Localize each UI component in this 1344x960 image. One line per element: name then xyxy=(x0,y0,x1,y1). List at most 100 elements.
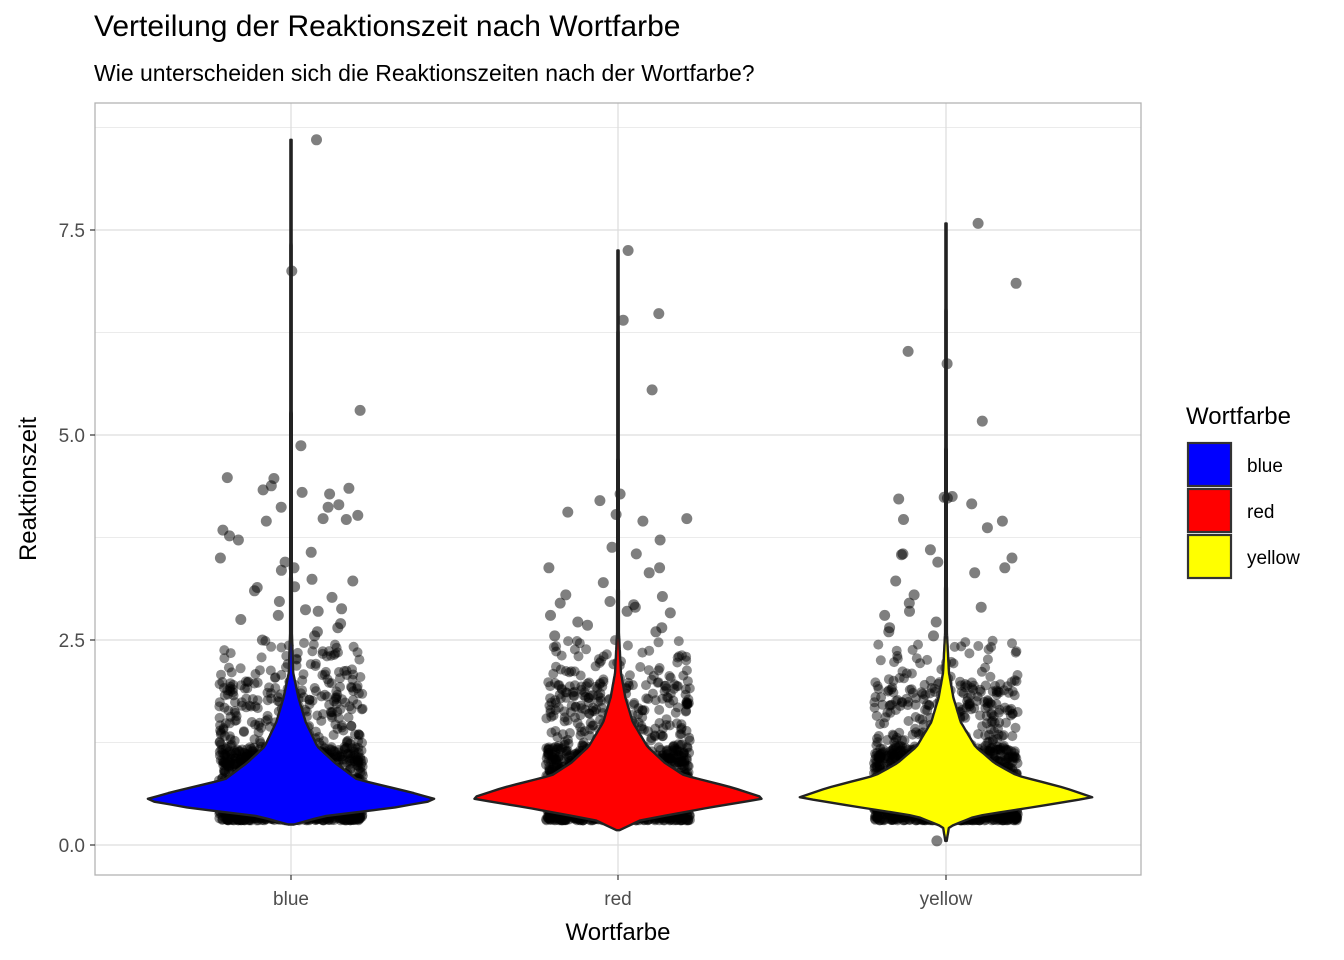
jitter-point xyxy=(681,697,692,708)
jitter-point xyxy=(560,815,571,826)
jitter-point xyxy=(326,742,337,753)
jitter-point xyxy=(565,707,576,718)
jitter-point xyxy=(911,653,922,664)
jitter-point xyxy=(638,724,649,735)
jitter-point xyxy=(562,715,573,726)
jitter-point xyxy=(922,705,933,716)
jitter-point xyxy=(350,742,361,753)
jitter-point xyxy=(262,710,273,721)
jitter-point xyxy=(214,679,225,690)
jitter-point xyxy=(244,814,255,825)
jitter-point xyxy=(543,748,554,759)
jitter-point xyxy=(222,814,233,825)
jitter-point xyxy=(677,739,688,750)
jitter-point xyxy=(682,815,693,826)
jitter-point xyxy=(262,714,273,725)
jitter-point xyxy=(678,761,689,772)
jitter-point xyxy=(222,685,233,696)
jitter-point xyxy=(344,756,355,766)
jitter-point xyxy=(679,760,690,771)
jitter-point xyxy=(595,678,606,689)
jitter-point xyxy=(547,754,558,765)
jitter-point xyxy=(988,734,999,745)
jitter-point xyxy=(235,754,246,765)
jitter-point xyxy=(542,749,553,760)
jitter-point xyxy=(544,813,554,824)
jitter-point xyxy=(217,810,228,821)
outlier-point xyxy=(924,544,936,556)
jitter-point xyxy=(999,815,1009,826)
jitter-point xyxy=(949,641,960,652)
jitter-point xyxy=(1009,675,1020,686)
jitter-point xyxy=(223,815,234,826)
jitter-point xyxy=(883,674,894,685)
jitter-point xyxy=(622,640,633,651)
jitter-point xyxy=(335,704,346,715)
jitter-point xyxy=(886,684,897,695)
jitter-point xyxy=(675,739,686,750)
jitter-point xyxy=(668,740,679,751)
outlier-point xyxy=(975,601,987,613)
jitter-point xyxy=(673,636,684,647)
jitter-point xyxy=(222,814,233,825)
x-tick-label: blue xyxy=(273,889,309,910)
jitter-point xyxy=(330,752,341,762)
jitter-point xyxy=(591,704,602,715)
jitter-point xyxy=(672,746,683,757)
jitter-point xyxy=(253,720,264,731)
jitter-point xyxy=(581,681,592,692)
jitter-point xyxy=(252,695,263,706)
jitter-point xyxy=(543,677,554,688)
jitter-point xyxy=(550,678,560,688)
jitter-point xyxy=(548,752,559,763)
jitter-point xyxy=(570,701,581,712)
jitter-point xyxy=(357,737,367,748)
jitter-point xyxy=(266,641,277,652)
jitter-point xyxy=(236,752,247,763)
jitter-point xyxy=(550,742,561,752)
jitter-point xyxy=(331,686,342,697)
jitter-point xyxy=(270,672,281,683)
jitter-point xyxy=(219,683,229,693)
jitter-point xyxy=(342,737,353,748)
jitter-point xyxy=(554,689,565,700)
jitter-point xyxy=(230,697,240,708)
jitter-point xyxy=(575,710,586,721)
jitter-point xyxy=(334,751,345,762)
jitter-point xyxy=(228,690,239,701)
jitter-point xyxy=(245,742,256,753)
outlier-point xyxy=(622,245,634,256)
jitter-point xyxy=(231,813,242,824)
jitter-point xyxy=(320,666,331,677)
outlier-point xyxy=(317,513,329,525)
jitter-point xyxy=(350,729,360,740)
outlier-point xyxy=(898,514,909,525)
jitter-point xyxy=(903,716,914,726)
jitter-point xyxy=(973,641,984,651)
jitter-point xyxy=(1001,815,1012,826)
jitter-point xyxy=(551,641,562,652)
jitter-point xyxy=(583,697,594,708)
jitter-point xyxy=(682,699,693,710)
jitter-point xyxy=(898,815,909,826)
jitter-point xyxy=(307,695,318,706)
jitter-point xyxy=(1009,690,1020,701)
jitter-point xyxy=(242,677,253,688)
jitter-point xyxy=(220,749,231,760)
outlier-point xyxy=(554,597,566,609)
jitter-point xyxy=(650,731,661,742)
jitter-point xyxy=(872,681,883,691)
jitter-point xyxy=(345,814,356,824)
jitter-point xyxy=(661,745,672,756)
outlier-point xyxy=(896,549,907,561)
jitter-point xyxy=(352,814,363,825)
jitter-point xyxy=(910,723,921,734)
jitter-point xyxy=(345,812,356,823)
jitter-point xyxy=(292,647,303,658)
jitter-point xyxy=(220,718,231,729)
jitter-point xyxy=(349,812,360,823)
jitter-point xyxy=(551,814,562,825)
jitter-point xyxy=(545,707,556,718)
jitter-point xyxy=(238,747,249,758)
jitter-point xyxy=(310,661,321,671)
